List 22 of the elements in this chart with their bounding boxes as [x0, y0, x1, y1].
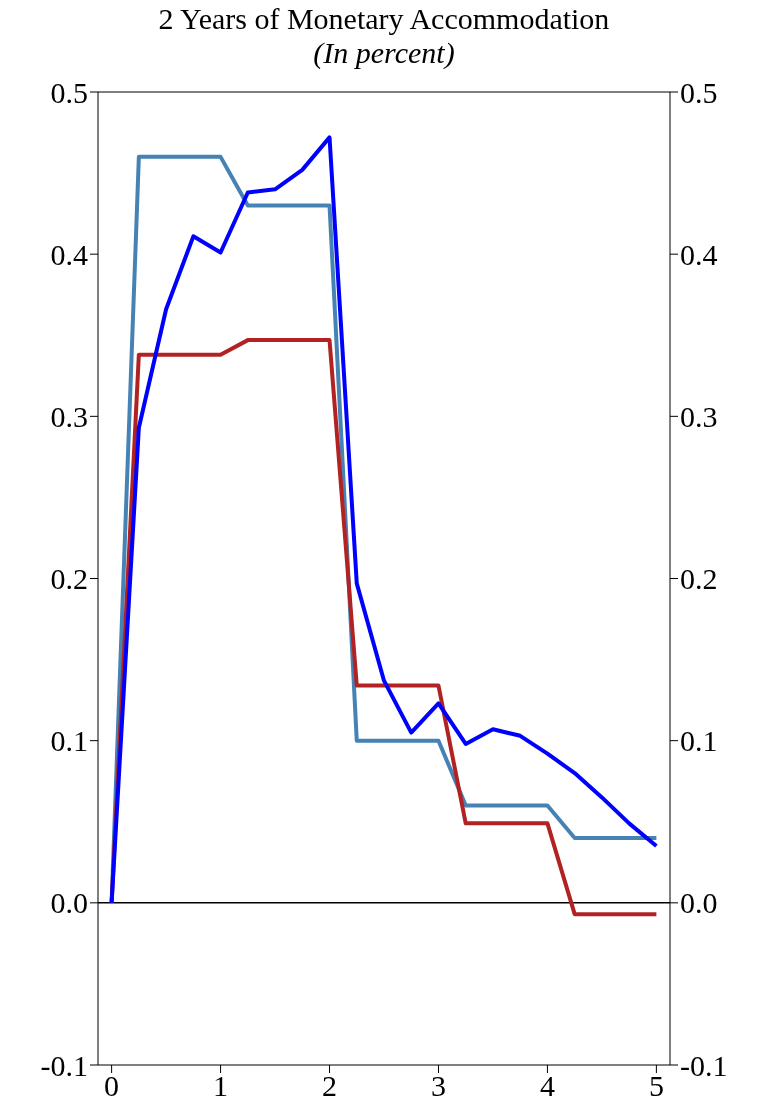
x-tick-label: 2 [322, 1069, 338, 1103]
chart-title: 2 Years of Monetary Accommodation [157, 2, 611, 36]
y2-tick-label: 0.4 [680, 237, 718, 271]
x-tick-label: 4 [539, 1069, 555, 1103]
y2-tick-label: 0.0 [680, 886, 718, 920]
x-tick-label: 1 [213, 1069, 229, 1103]
x-tick-label: 5 [648, 1069, 664, 1103]
y-tick-label: 0.1 [50, 724, 88, 758]
y-tick-label: 0.5 [50, 75, 88, 109]
y-tick-label: 0.2 [50, 562, 88, 596]
y-tick-label: 0.3 [50, 399, 88, 433]
x-tick-label: 0 [104, 1069, 120, 1103]
y2-tick-label: 0.3 [680, 399, 718, 433]
y2-tick-label: -0.1 [680, 1048, 728, 1082]
y-tick-label: 0.4 [50, 237, 88, 271]
y-tick-label: 0.0 [50, 886, 88, 920]
y-tick-label: -0.1 [40, 1048, 88, 1082]
y2-tick-label: 0.5 [680, 75, 718, 109]
y2-tick-label: 0.2 [680, 562, 718, 596]
chart-subtitle: (In percent) [312, 36, 456, 70]
x-tick-label: 3 [430, 1069, 446, 1103]
y2-tick-label: 0.1 [680, 724, 718, 758]
